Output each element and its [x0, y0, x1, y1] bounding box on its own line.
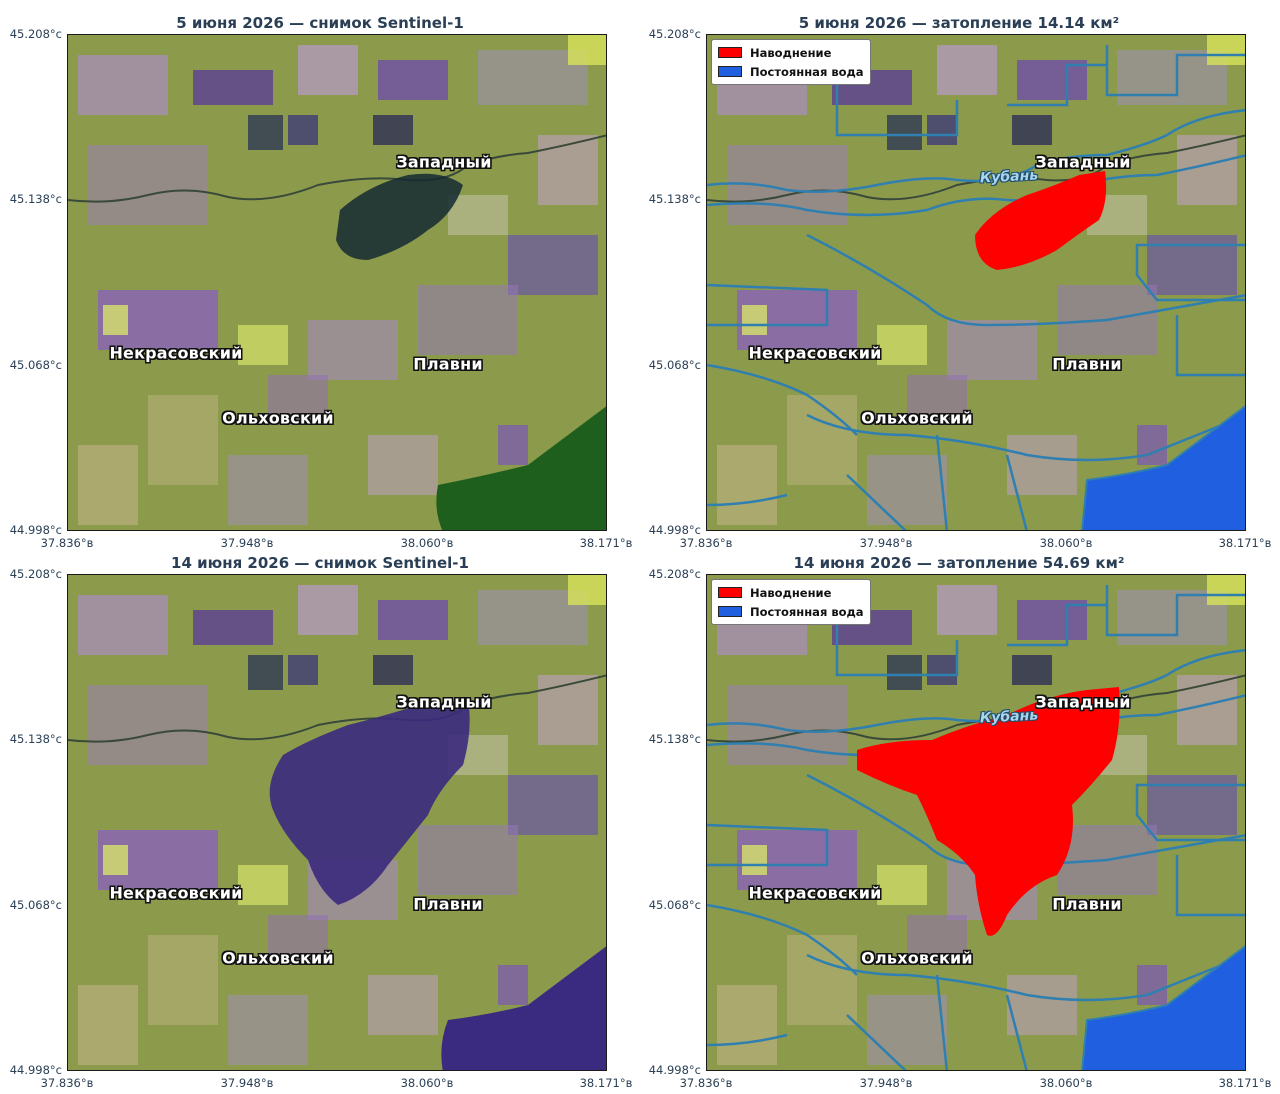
- panel-flood-june5: 5 июня 2026 — затопление 14.14 км² Навод…: [639, 0, 1279, 550]
- y-tick: 44.998°с: [9, 523, 62, 537]
- panel-flood-june14: 14 июня 2026 — затопление 54.69 км² Наво…: [639, 540, 1279, 1090]
- x-tick: 37.836°в: [40, 1076, 94, 1090]
- label-plavni: Плавни: [413, 354, 483, 374]
- y-tick: 45.208°с: [648, 27, 701, 41]
- y-tick: 45.068°с: [648, 898, 701, 912]
- label-zapadny: Западный: [1035, 692, 1131, 712]
- x-tick: 37.836°в: [40, 536, 94, 550]
- flood-map[interactable]: Наводнение Постоянная вода Кубань Западн…: [706, 34, 1246, 531]
- label-river: Кубань: [979, 707, 1039, 727]
- panel-title: 5 июня 2026 — затопление 14.14 км²: [798, 14, 1120, 32]
- water-swatch: [718, 606, 742, 617]
- x-tick: 38.171°в: [579, 536, 633, 550]
- flood-map[interactable]: Наводнение Постоянная вода Кубань Западн…: [706, 574, 1246, 1071]
- label-zapadny: Западный: [396, 152, 492, 172]
- y-tick: 45.138°с: [9, 192, 62, 206]
- label-plavni: Плавни: [413, 894, 483, 914]
- label-nekrasovsky: Некрасовский: [109, 883, 243, 903]
- x-tick: 37.948°в: [220, 536, 274, 550]
- label-olkhovsky: Ольховский: [222, 948, 334, 968]
- flood-area: [857, 687, 1120, 936]
- label-plavni: Плавни: [1052, 894, 1122, 914]
- y-tick: 45.138°с: [9, 732, 62, 746]
- legend-permanent-water: Постоянная вода: [750, 604, 864, 619]
- flood-swatch: [718, 587, 742, 598]
- y-tick: 45.068°с: [9, 358, 62, 372]
- y-tick: 44.998°с: [648, 1063, 701, 1077]
- y-tick: 45.068°с: [648, 358, 701, 372]
- legend-flood: Наводнение: [750, 585, 832, 600]
- label-river: Кубань: [979, 167, 1039, 187]
- x-tick: 38.060°в: [400, 536, 454, 550]
- y-tick: 45.208°с: [9, 27, 62, 41]
- label-nekrasovsky: Некрасовский: [748, 343, 882, 363]
- panel-title: 14 июня 2026 — снимок Sentinel-1: [171, 554, 469, 572]
- label-olkhovsky: Ольховский: [222, 408, 334, 428]
- label-nekrasovsky: Некрасовский: [109, 343, 243, 363]
- label-zapadny: Западный: [396, 692, 492, 712]
- y-tick: 45.208°с: [9, 567, 62, 581]
- label-plavni: Плавни: [1052, 354, 1122, 374]
- x-tick: 37.836°в: [679, 536, 733, 550]
- flood-image: [707, 35, 1245, 530]
- y-tick: 45.138°с: [648, 732, 701, 746]
- water-swatch: [718, 66, 742, 77]
- panel-title: 5 июня 2026 — снимок Sentinel-1: [176, 14, 464, 32]
- sar-map[interactable]: Западный Некрасовский Плавни Ольховский: [67, 574, 607, 1071]
- y-tick: 44.998°с: [9, 1063, 62, 1077]
- flood-area: [975, 171, 1107, 270]
- sar-map[interactable]: Западный Некрасовский Плавни Ольховский: [67, 34, 607, 531]
- y-tick: 44.998°с: [648, 523, 701, 537]
- legend: Наводнение Постоянная вода: [711, 579, 871, 625]
- label-olkhovsky: Ольховский: [861, 948, 973, 968]
- label-nekrasovsky: Некрасовский: [748, 883, 882, 903]
- x-tick: 37.948°в: [220, 1076, 274, 1090]
- x-tick: 38.060°в: [400, 1076, 454, 1090]
- legend: Наводнение Постоянная вода: [711, 39, 871, 85]
- flood-image: [707, 575, 1245, 1070]
- label-olkhovsky: Ольховский: [861, 408, 973, 428]
- x-tick: 38.171°в: [1218, 1076, 1272, 1090]
- legend-permanent-water: Постоянная вода: [750, 64, 864, 79]
- x-tick: 38.060°в: [1039, 536, 1093, 550]
- x-tick: 37.948°в: [859, 536, 913, 550]
- x-tick: 37.836°в: [679, 1076, 733, 1090]
- legend-flood: Наводнение: [750, 45, 832, 60]
- y-tick: 45.068°с: [9, 898, 62, 912]
- panel-sar-june14: 14 июня 2026 — снимок Sentinel-1 Западны…: [0, 540, 640, 1090]
- x-tick: 38.171°в: [579, 1076, 633, 1090]
- sar-image: [68, 575, 606, 1070]
- y-tick: 45.138°с: [648, 192, 701, 206]
- x-tick: 37.948°в: [859, 1076, 913, 1090]
- y-tick: 45.208°с: [648, 567, 701, 581]
- label-zapadny: Западный: [1035, 152, 1131, 172]
- flood-swatch: [718, 47, 742, 58]
- panel-title: 14 июня 2026 — затопление 54.69 км²: [793, 554, 1125, 572]
- sar-image: [68, 35, 606, 530]
- x-tick: 38.171°в: [1218, 536, 1272, 550]
- x-tick: 38.060°в: [1039, 1076, 1093, 1090]
- panel-sar-june5: 5 июня 2026 — снимок Sentinel-1 Западный…: [0, 0, 640, 550]
